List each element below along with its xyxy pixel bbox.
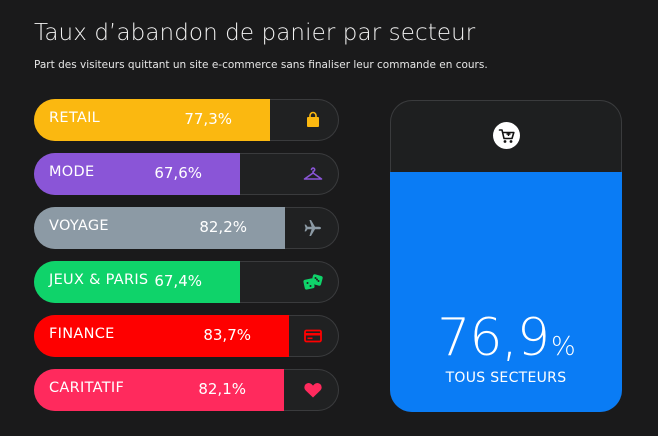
credit-card-icon (301, 324, 325, 348)
shopping-cart-icon (493, 122, 520, 149)
total-value-unit: % (551, 332, 576, 362)
bar-finance (34, 315, 289, 357)
sector-bar-list: RETAIL 77,3% MODE 67,6% VOYAGE 82,2% JEUX & PA… (34, 99, 339, 423)
bar-value-label: 82,1% (198, 380, 246, 398)
hanger-icon (301, 162, 325, 186)
bar-caritatif (34, 369, 284, 411)
bar-row-jeux-paris: JEUX & PARIS 67,4% (34, 261, 339, 303)
bar-label: FINANCE (49, 326, 115, 342)
bar-row-finance: FINANCE 83,7% (34, 315, 339, 357)
bar-label: VOYAGE (49, 218, 109, 234)
bar-row-caritatif: CARITATIF 82,1% (34, 369, 339, 411)
heart-icon (301, 378, 325, 402)
bar-value-label: 67,4% (154, 272, 202, 290)
chart-subtitle: Part des visiteurs quittant un site e-co… (34, 59, 488, 71)
total-value: 76,9% (390, 308, 622, 368)
total-value-number: 76,9 (437, 308, 550, 368)
bar-row-mode: MODE 67,6% (34, 153, 339, 195)
bar-label: CARITATIF (49, 380, 125, 396)
total-fill: 76,9% TOUS SECTEURS (390, 172, 622, 412)
dice-icon (301, 270, 325, 294)
bar-mode (34, 153, 240, 195)
bar-value-label: 77,3% (184, 110, 232, 128)
bar-row-retail: RETAIL 77,3% (34, 99, 339, 141)
bar-voyage (34, 207, 285, 249)
bar-label: RETAIL (49, 110, 101, 126)
total-label: TOUS SECTEURS (445, 370, 567, 386)
chart-title: Taux d’abandon de panier par secteur (34, 20, 476, 46)
bar-label: MODE (49, 164, 95, 180)
bar-value-label: 82,2% (199, 218, 247, 236)
bar-label: JEUX & PARIS (49, 272, 149, 288)
bar-jeux-paris (34, 261, 240, 303)
bar-value-label: 83,7% (203, 326, 251, 344)
bar-value-label: 67,6% (154, 164, 202, 182)
bar-retail (34, 99, 270, 141)
total-card-header (390, 100, 622, 176)
bar-row-voyage: VOYAGE 82,2% (34, 207, 339, 249)
shopping-bag-icon (301, 108, 325, 132)
total-card: 76,9% TOUS SECTEURS (390, 100, 622, 412)
airplane-icon (301, 216, 325, 240)
